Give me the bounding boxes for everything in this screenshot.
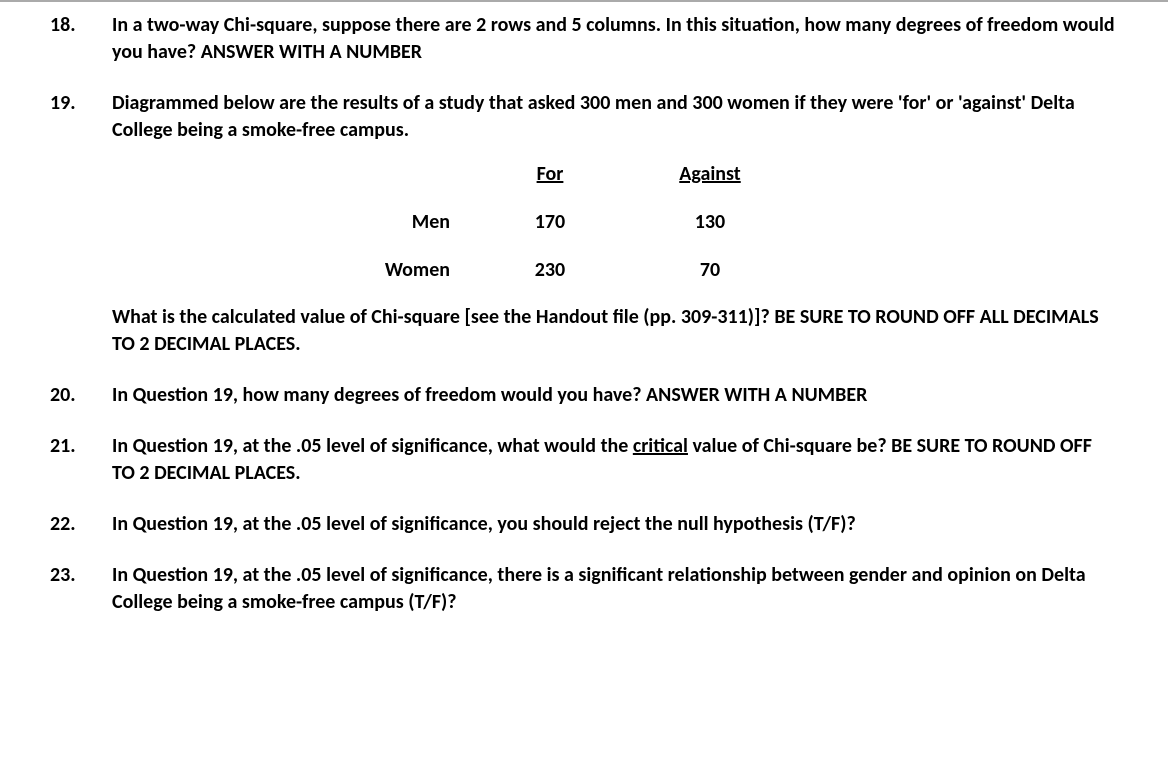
cell-women-for: 230 (490, 258, 610, 282)
document-page: 18. In a two-way Chi-square, suppose the… (0, 0, 1168, 762)
question-number: 18. (50, 12, 112, 39)
question-19-followup: What is the calculated value of Chi-squa… (50, 304, 1118, 358)
question-text: In a two-way Chi-square, suppose there a… (112, 12, 1118, 66)
table-header-row: For Against (50, 162, 1118, 186)
question-text: In Question 19, how many degrees of free… (112, 382, 1118, 409)
question-text: In Question 19, at the .05 level of sign… (112, 511, 1118, 538)
data-table: For Against Men 170 130 Women 230 70 (50, 162, 1118, 282)
question-number: 23. (50, 562, 112, 589)
question-23: 23. In Question 19, at the .05 level of … (50, 562, 1118, 616)
question-22: 22. In Question 19, at the .05 level of … (50, 511, 1118, 538)
question-21: 21. In Question 19, at the .05 level of … (50, 433, 1118, 487)
column-header-for: For (490, 162, 610, 186)
q21-part-0: In Question 19, at the .05 level of sign… (112, 434, 633, 458)
cell-men-for: 170 (490, 210, 610, 234)
cell-women-against: 70 (650, 258, 770, 282)
question-number: 20. (50, 382, 112, 409)
table-row: Men 170 130 (50, 210, 1118, 234)
question-19: 19. Diagrammed below are the results of … (50, 90, 1118, 358)
q21-underlined-word: critical (633, 434, 688, 458)
question-text: In Question 19, at the .05 level of sign… (112, 562, 1118, 616)
cell-men-against: 130 (650, 210, 770, 234)
question-20: 20. In Question 19, how many degrees of … (50, 382, 1118, 409)
column-header-against: Against (650, 162, 770, 186)
row-label-men: Men (310, 210, 490, 234)
question-number: 22. (50, 511, 112, 538)
question-text: In Question 19, at the .05 level of sign… (112, 433, 1118, 487)
question-number: 19. (50, 90, 112, 117)
question-text: Diagrammed below are the results of a st… (112, 90, 1118, 144)
question-number: 21. (50, 433, 112, 460)
question-18: 18. In a two-way Chi-square, suppose the… (50, 12, 1118, 66)
row-label-women: Women (310, 258, 490, 282)
table-row: Women 230 70 (50, 258, 1118, 282)
